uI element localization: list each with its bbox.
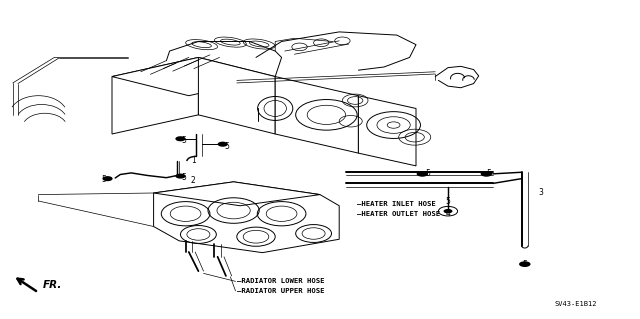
Text: 5: 5 [522, 260, 527, 269]
Text: 5: 5 [181, 136, 186, 145]
Text: 5: 5 [101, 175, 106, 184]
Text: 5: 5 [425, 169, 430, 178]
Text: 5: 5 [181, 173, 186, 182]
Text: —RADIATOR LOWER HOSE: —RADIATOR LOWER HOSE [237, 278, 324, 284]
Polygon shape [275, 77, 358, 153]
Text: —HEATER INLET HOSE: —HEATER INLET HOSE [357, 201, 436, 207]
Text: 4: 4 [445, 209, 451, 218]
Polygon shape [358, 96, 416, 166]
Polygon shape [198, 57, 275, 134]
Circle shape [481, 171, 492, 177]
Text: SV43-E1B12: SV43-E1B12 [555, 301, 597, 307]
Text: 1: 1 [191, 156, 196, 165]
Text: 2: 2 [191, 176, 196, 185]
Text: FR.: FR. [43, 279, 62, 290]
Text: 3: 3 [538, 188, 543, 197]
Text: 5: 5 [445, 197, 451, 206]
Circle shape [218, 142, 228, 147]
Polygon shape [154, 182, 320, 206]
Polygon shape [112, 57, 198, 134]
Polygon shape [112, 57, 275, 96]
Circle shape [175, 174, 186, 179]
Circle shape [417, 171, 428, 177]
Circle shape [175, 136, 186, 141]
Text: —HEATER OUTLET HOSE: —HEATER OUTLET HOSE [357, 211, 440, 217]
Text: 5: 5 [486, 169, 491, 178]
Polygon shape [154, 182, 339, 253]
Text: —RADIATOR UPPER HOSE: —RADIATOR UPPER HOSE [237, 288, 324, 294]
Circle shape [102, 176, 113, 181]
Text: 5: 5 [225, 142, 230, 151]
Circle shape [519, 261, 531, 267]
Circle shape [444, 209, 452, 213]
